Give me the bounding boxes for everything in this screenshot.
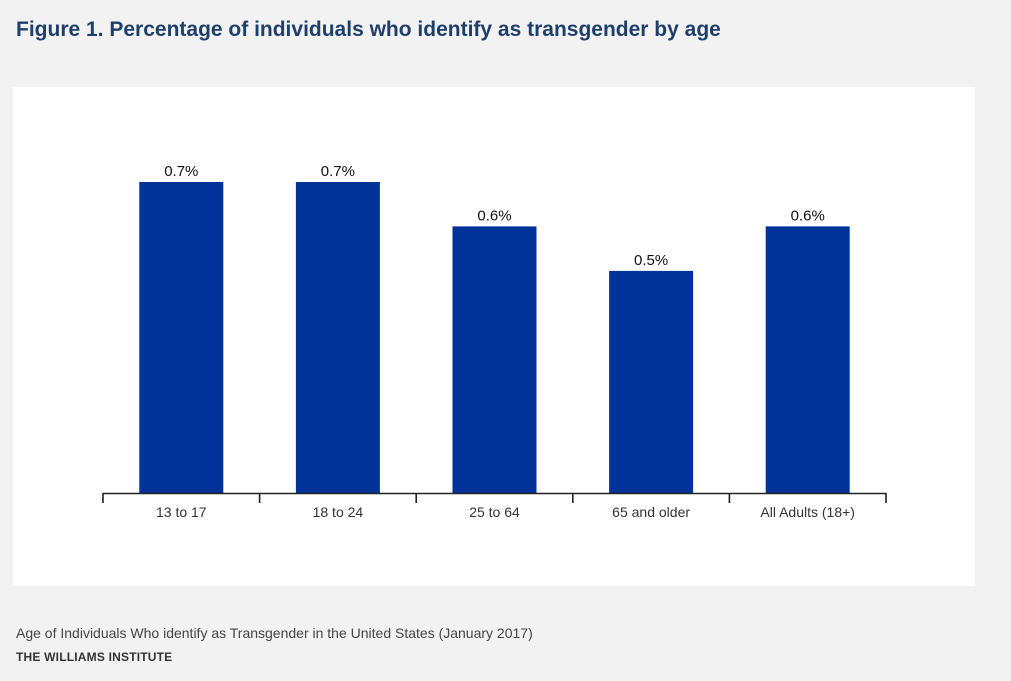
bar-25-to-64 <box>452 226 537 493</box>
value-label-18-to-24: 0.7% <box>321 163 355 180</box>
bar-all-adults-18 <box>765 226 850 493</box>
x-tick-label-13-to-17: 13 to 17 <box>156 504 207 520</box>
value-label-65-and-older: 0.5% <box>634 252 668 269</box>
x-axis <box>102 492 887 503</box>
bar-18-to-24 <box>295 182 380 493</box>
x-tick-labels-layer: 13 to 17 18 to 24 25 to 64 65 and older All … <box>156 504 855 520</box>
value-label-13-to-17: 0.7% <box>164 163 198 180</box>
x-tick-label-65-and-older: 65 and older <box>612 504 690 520</box>
bar-chart: 0.7% 0.7% 0.6% 0.5% 0.6% 13 to 17 18 to 24 25 … <box>102 163 887 520</box>
bar-13-to-17 <box>139 182 224 493</box>
chart-caption: Age of Individuals Who identify as Trans… <box>16 625 533 641</box>
source-credit: THE WILLIAMS INSTITUTE <box>16 650 173 664</box>
value-label-all-adults-18: 0.6% <box>791 207 825 224</box>
chart-title: Figure 1. Percentage of individuals who … <box>16 18 721 41</box>
bar-65-and-older <box>609 270 694 493</box>
x-tick-label-18-to-24: 18 to 24 <box>313 504 364 520</box>
bars-layer <box>139 182 850 493</box>
x-tick-label-all-adults-18: All Adults (18+) <box>760 504 855 520</box>
x-tick-label-25-to-64: 25 to 64 <box>469 504 520 520</box>
chart-panel: 0.7% 0.7% 0.6% 0.5% 0.6% 13 to 17 18 to 24 25 … <box>13 87 975 586</box>
value-labels-layer: 0.7% 0.7% 0.6% 0.5% 0.6% <box>164 163 825 269</box>
value-label-25-to-64: 0.6% <box>477 207 511 224</box>
